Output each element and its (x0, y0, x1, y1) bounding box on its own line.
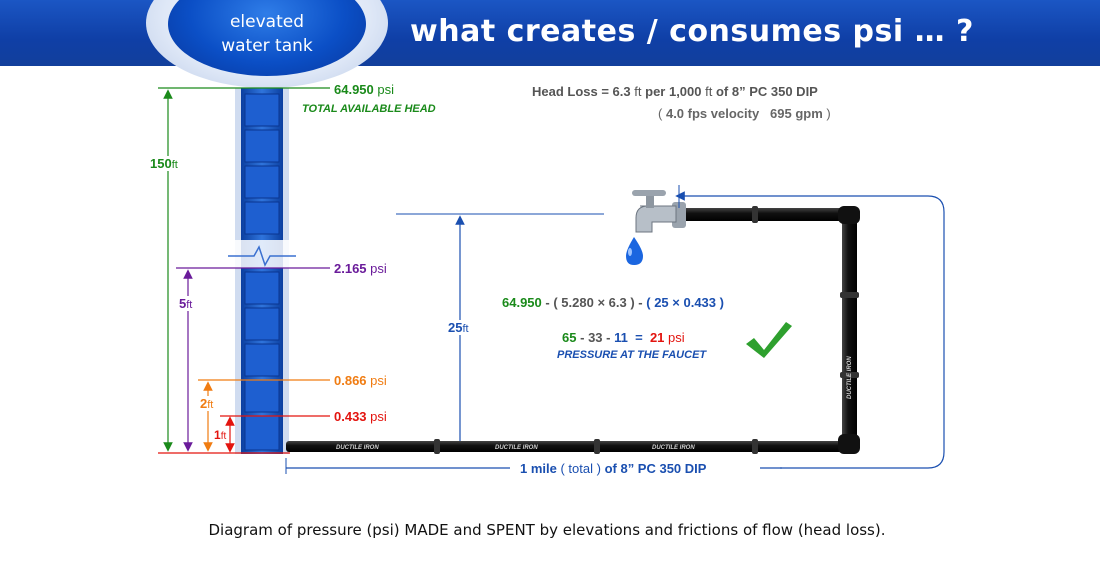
height-150ft: 150ft (150, 156, 178, 171)
reading-2ft: 0.866 psi (334, 373, 387, 388)
tank-label-line1: elevated (229, 12, 305, 32)
checkmark-icon (746, 322, 792, 358)
height-1ft: 1ft (214, 428, 227, 442)
height-5ft: 5ft (179, 296, 193, 311)
pipe-label-vertical: DUCTILE IRON (847, 356, 853, 399)
pipe-label-1: DUCTILE IRON (336, 445, 379, 451)
height-25ft: 25ft (448, 320, 469, 335)
reading-1ft: 0.433 psi (334, 409, 387, 424)
pressure-formula: 64.950 - ( 5.280 × 6.3 ) - ( 25 × 0.433 … (502, 295, 724, 310)
head-loss-line2: ( 4.0 fps velocity 695 gpm ) (658, 106, 831, 121)
pipe-length-label: 1 mile ( total ) of 8” PC 350 DIP (520, 461, 707, 476)
pipe (286, 206, 860, 454)
pressure-result: 65 - 33 - 11 = 21 psi (562, 330, 685, 345)
pipe-label-2: DUCTILE IRON (495, 445, 538, 451)
reading-top: 64.950 psi (334, 82, 395, 97)
tank-label-line2: water tank (221, 36, 313, 56)
head-loss-line1: Head Loss = 6.3 ft per 1,000 ft of 8” PC… (532, 84, 818, 99)
faucet-icon (626, 190, 686, 265)
figure-caption: Diagram of pressure (psi) MADE and SPENT… (208, 521, 886, 539)
height-2ft: 2ft (200, 396, 214, 411)
pressure-at-faucet-label: PRESSURE AT THE FAUCET (557, 349, 707, 361)
standpipe-column (228, 88, 296, 454)
page-title: what creates / consumes psi … ? (410, 14, 974, 49)
total-available-head-label: TOTAL AVAILABLE HEAD (302, 103, 436, 115)
reading-5ft: 2.165 psi (334, 261, 387, 276)
pipe-label-3: DUCTILE IRON (652, 445, 695, 451)
